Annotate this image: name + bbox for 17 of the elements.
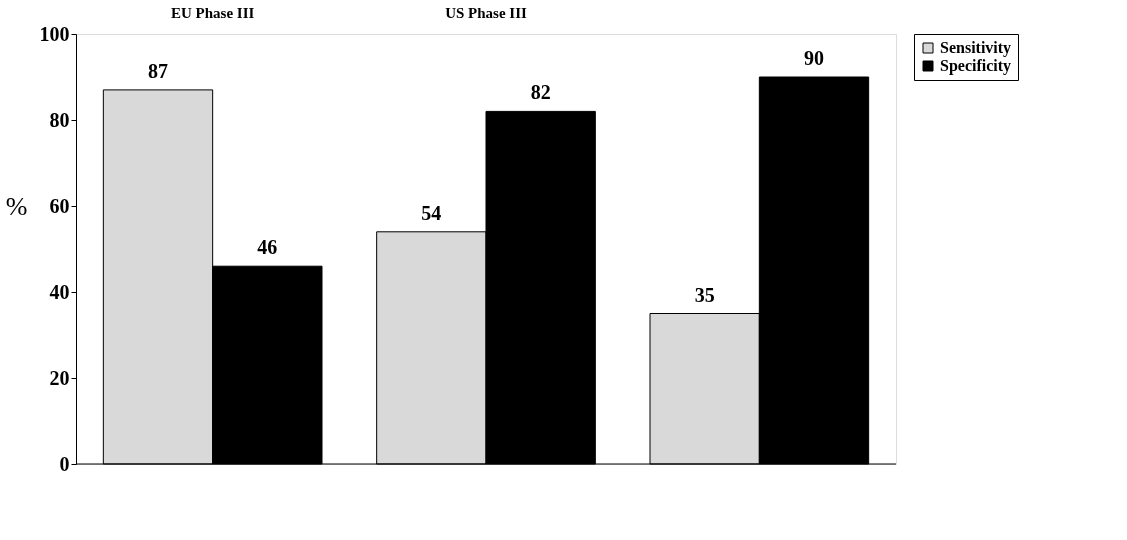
data-label: 82	[530, 81, 551, 104]
x-tick-label: EU Phase III	[170, 4, 255, 21]
data-label: 35	[694, 283, 715, 306]
legend-label: Sensitivity	[940, 39, 1012, 57]
y-axis-title: %	[5, 191, 28, 221]
data-label: 54	[421, 201, 442, 224]
y-tick-label: 20	[49, 366, 70, 389]
data-label: 90	[804, 47, 824, 69]
legend-label: Specificity	[940, 57, 1012, 75]
y-tick-label: 60	[49, 194, 70, 217]
y-tick-label: 80	[49, 108, 70, 131]
data-label: 46	[257, 236, 278, 259]
x-tick-label: US Phase III	[445, 4, 528, 21]
y-tick-label: 100	[39, 22, 70, 45]
y-tick-label: 0	[59, 452, 70, 475]
data-label: 87	[148, 59, 168, 82]
y-tick-label: 40	[49, 280, 70, 303]
